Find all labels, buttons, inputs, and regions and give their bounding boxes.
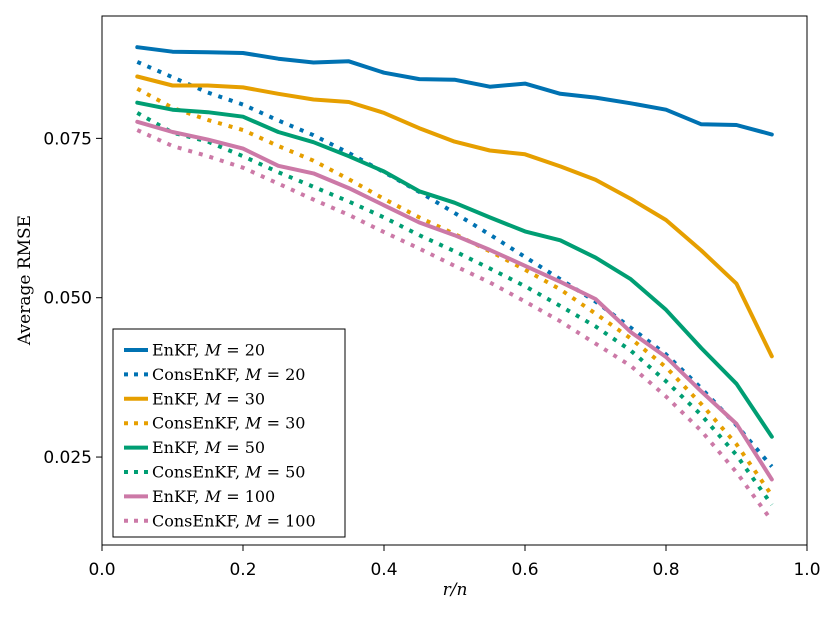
series-line-enkf-m-50: [135, 100, 774, 439]
series-line-consenkf-m-100: [136, 128, 774, 522]
legend-ensemble-size: 50: [245, 438, 265, 457]
legend-method: EnKF: [152, 341, 197, 360]
x-tick-label: 0.6: [511, 560, 538, 580]
legend-ensemble-size: 20: [285, 365, 305, 384]
series-layer: [135, 45, 774, 522]
legend-method: ConsEnKF: [152, 414, 237, 433]
legend-ensemble-size: 20: [245, 341, 265, 360]
legend-ensemble-size: 50: [285, 463, 305, 482]
legend-method: ConsEnKF: [152, 463, 237, 482]
x-tick-label: 0.4: [370, 560, 397, 580]
y-tick-label: 0.075: [43, 129, 92, 149]
legend-method: EnKF: [152, 438, 197, 457]
x-tick-label: 0.8: [652, 560, 679, 580]
legend-method: EnKF: [152, 389, 197, 408]
series-line-enkf-m-30: [135, 74, 774, 359]
legend-entry-consenkf-m-50: ConsEnKF, M = 50: [124, 463, 305, 482]
series-line-consenkf-m-20: [136, 60, 774, 468]
legend-label: ConsEnKF, M = 20: [152, 365, 305, 384]
legend-entry-consenkf-m-100: ConsEnKF, M = 100: [124, 511, 316, 530]
legend-label: EnKF, M = 50: [152, 438, 265, 457]
x-tick-label: 1.0: [793, 560, 820, 580]
legend-method: ConsEnKF: [152, 365, 237, 384]
legend-label: ConsEnKF, M = 30: [152, 414, 305, 433]
y-tick-label: 0.025: [43, 448, 92, 468]
legend-label: EnKF, M = 100: [152, 487, 275, 506]
legend-ensemble-size: 100: [285, 511, 316, 530]
series-line-enkf-m-100: [135, 119, 774, 482]
x-axis-label: r/n: [443, 580, 468, 600]
legend: EnKF, M = 20 ConsEnKF, M = 20 EnKF, M = 30…: [112, 328, 346, 538]
legend-label: ConsEnKF, M = 100: [152, 511, 316, 530]
legend-label: ConsEnKF, M = 50: [152, 463, 305, 482]
legend-entry-enkf-m-30: EnKF, M = 30: [124, 389, 265, 408]
y-axis-label: Average RMSE: [15, 215, 35, 346]
legend-box: [112, 328, 346, 538]
legend-entry-enkf-m-50: EnKF, M = 50: [124, 438, 265, 457]
x-tick-label: 0.2: [229, 560, 256, 580]
series-line-consenkf-m-50: [136, 111, 774, 506]
legend-method: ConsEnKF: [152, 511, 237, 530]
series-line-enkf-m-20: [135, 45, 774, 137]
x-tick-label: 0.0: [88, 560, 115, 580]
plot-area: [101, 15, 808, 546]
legend-entry-enkf-m-100: EnKF, M = 100: [124, 487, 275, 506]
legend-entry-consenkf-m-30: ConsEnKF, M = 30: [124, 414, 305, 433]
x-axis: 0.0 0.2 0.4 0.6 0.8 1.0: [88, 545, 821, 580]
legend-ensemble-size: 100: [245, 487, 276, 506]
legend-ensemble-size: 30: [245, 389, 265, 408]
y-axis: 0.025 0.050 0.075: [43, 129, 102, 468]
y-tick-label: 0.050: [43, 289, 92, 309]
legend-label: EnKF, M = 20: [152, 341, 265, 360]
legend-label: EnKF, M = 30: [152, 389, 265, 408]
legend-entry-enkf-m-20: EnKF, M = 20: [124, 341, 265, 360]
legend-entry-consenkf-m-20: ConsEnKF, M = 20: [124, 365, 305, 384]
legend-ensemble-size: 30: [285, 414, 305, 433]
legend-method: EnKF: [152, 487, 197, 506]
